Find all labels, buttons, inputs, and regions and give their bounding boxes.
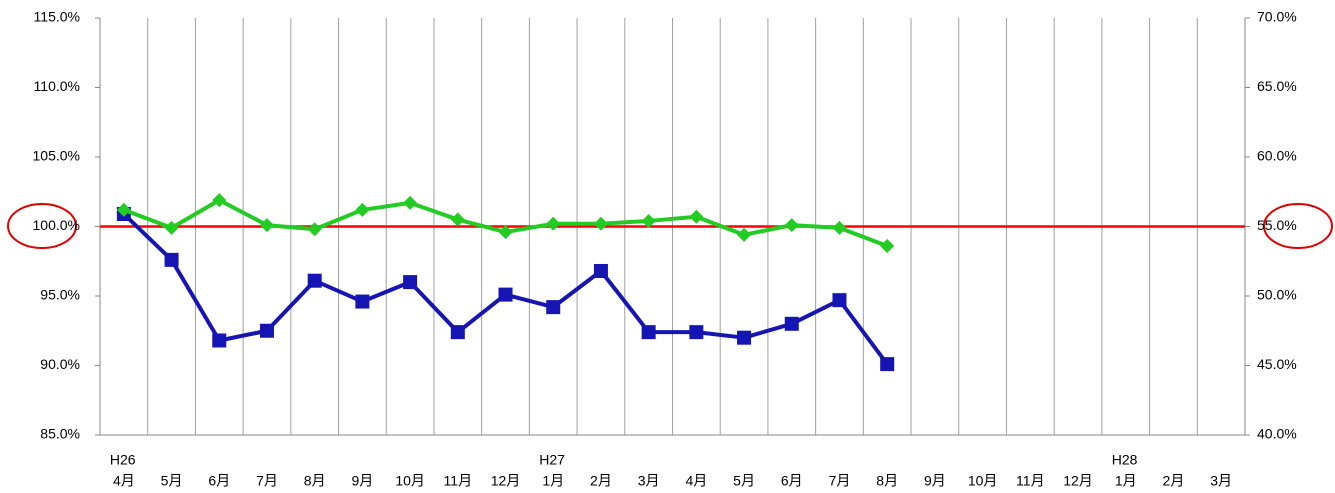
x-tick-label: 9月: [351, 473, 373, 489]
x-tick-label: 1月: [542, 473, 564, 489]
x-tick-label: 9月: [924, 473, 946, 489]
x-tick-label: 1月: [1115, 473, 1137, 489]
y-tick-label: 85.0%: [40, 426, 80, 442]
y-tick-label: 110.0%: [34, 78, 80, 94]
y-tick-label: 95.0%: [40, 287, 80, 303]
marker: [403, 275, 418, 290]
marker: [498, 287, 513, 302]
marker: [832, 220, 847, 235]
marker: [641, 325, 656, 340]
x-tick-label: 4月: [113, 473, 135, 489]
marker: [784, 218, 799, 233]
marker: [737, 330, 752, 345]
x-tick-label: 10月: [395, 473, 425, 489]
x-tick-label: 11月: [1016, 473, 1045, 489]
x-tick-label: 8月: [876, 473, 898, 489]
marker: [307, 273, 322, 288]
marker: [355, 294, 370, 309]
y2-tick-label: 65.0%: [1257, 78, 1297, 94]
marker: [880, 238, 895, 253]
x-tick-label: 7月: [829, 473, 851, 489]
x-tick-label: 6月: [208, 473, 230, 489]
marker: [307, 222, 322, 237]
marker: [116, 202, 131, 217]
marker: [546, 216, 561, 231]
y-tick-label: 90.0%: [40, 356, 80, 372]
marker: [593, 263, 608, 278]
year-label: H27: [539, 452, 565, 468]
marker: [212, 333, 227, 348]
x-tick-label: 4月: [685, 473, 707, 489]
y2-tick-label: 55.0%: [1257, 217, 1297, 233]
marker: [355, 202, 370, 217]
x-tick-label: 5月: [733, 473, 755, 489]
y2-tick-label: 60.0%: [1257, 148, 1297, 164]
marker: [450, 325, 465, 340]
x-tick-label: 12月: [491, 473, 521, 489]
y-tick-label: 100.0%: [33, 217, 80, 233]
marker: [641, 213, 656, 228]
y2-tick-label: 70.0%: [1257, 9, 1297, 25]
y-tick-label: 105.0%: [33, 148, 80, 164]
marker: [498, 225, 513, 240]
x-tick-label: 3月: [1210, 473, 1232, 489]
marker: [164, 220, 179, 235]
x-tick-label: 11月: [444, 473, 473, 489]
x-tick-label: 5月: [161, 473, 183, 489]
marker: [784, 316, 799, 331]
x-tick-label: 8月: [304, 473, 326, 489]
x-tick-label: 2月: [590, 473, 612, 489]
highlight-circle: [7, 203, 77, 249]
year-label: H26: [110, 452, 136, 468]
year-label: H28: [1112, 452, 1138, 468]
marker: [259, 218, 274, 233]
x-tick-label: 10月: [968, 473, 998, 489]
y-tick-label: 115.0%: [34, 9, 80, 25]
marker: [737, 227, 752, 242]
marker: [593, 216, 608, 231]
series-line: [123, 198, 888, 248]
marker: [450, 212, 465, 227]
y2-tick-label: 50.0%: [1257, 287, 1297, 303]
x-tick-label: 12月: [1063, 473, 1093, 489]
marker: [832, 293, 847, 308]
marker: [259, 323, 274, 338]
y2-tick-label: 45.0%: [1257, 356, 1297, 372]
x-tick-label: 3月: [638, 473, 660, 489]
marker: [403, 195, 418, 210]
x-tick-label: 6月: [781, 473, 803, 489]
marker: [880, 357, 895, 372]
y2-tick-label: 40.0%: [1257, 426, 1297, 442]
highlight-circle: [1263, 203, 1333, 249]
marker: [689, 209, 704, 224]
marker: [212, 193, 227, 208]
x-tick-label: 7月: [256, 473, 278, 489]
marker: [546, 300, 561, 315]
x-tick-label: 2月: [1163, 473, 1185, 489]
marker: [164, 252, 179, 267]
marker: [689, 325, 704, 340]
